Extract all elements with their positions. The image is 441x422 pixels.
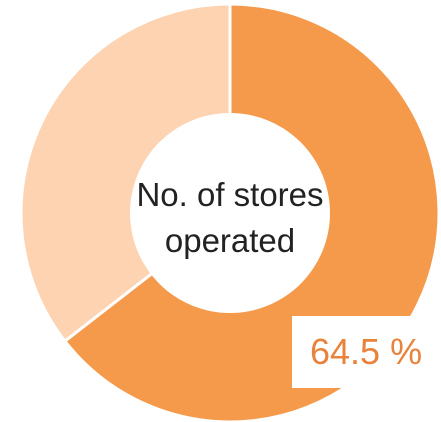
data-label-slice-1: 64.5 % (310, 331, 422, 372)
center-label-line-2: operated (165, 222, 295, 259)
data-label-background (292, 316, 441, 388)
pie-slice-2 (19, 2, 232, 344)
center-label-line-1: No. of stores (136, 176, 323, 213)
donut-hole (130, 113, 330, 313)
